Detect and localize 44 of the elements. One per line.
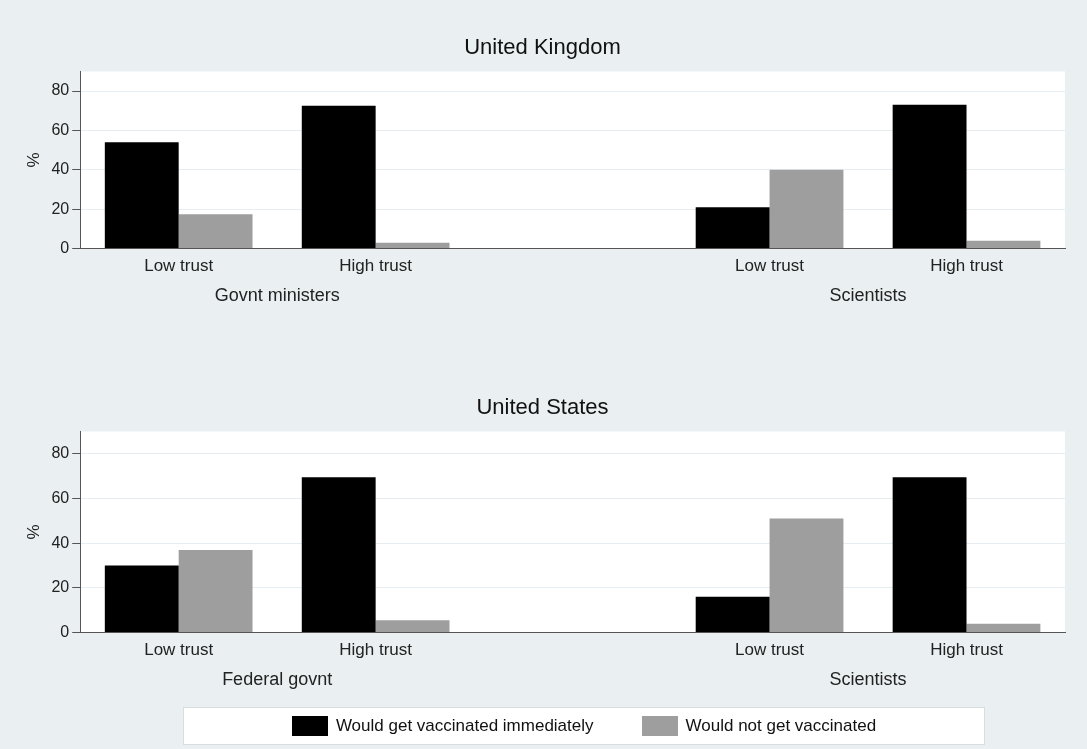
chart-title: United States xyxy=(476,394,609,420)
x-tick-label: High trust xyxy=(339,640,413,660)
bar xyxy=(104,142,179,249)
bar xyxy=(769,518,844,633)
legend-label: Would get vaccinated immediately xyxy=(335,716,594,736)
y-tick-label: 80 xyxy=(51,81,70,99)
chart-title: United Kingdom xyxy=(464,34,621,60)
x-tick-label: Low trust xyxy=(735,256,805,276)
y-tick-label: 80 xyxy=(51,444,70,462)
x-tick-label: High trust xyxy=(930,640,1004,660)
bar xyxy=(892,104,967,249)
x-tick-label: Low trust xyxy=(144,256,214,276)
bar xyxy=(178,214,253,249)
bar xyxy=(695,207,770,249)
x-tick-label: High trust xyxy=(930,256,1004,276)
bar xyxy=(892,477,967,633)
bar xyxy=(695,596,770,633)
text: Govnt ministers xyxy=(214,284,340,305)
x-tick-label: High trust xyxy=(339,256,413,276)
x-tick-label: Low trust xyxy=(735,640,805,660)
y-tick-label: 0 xyxy=(60,239,70,257)
bar xyxy=(178,549,253,633)
x-tick-label: Low trust xyxy=(144,640,214,660)
bar xyxy=(375,620,450,633)
text: Scientists xyxy=(829,668,907,689)
bar xyxy=(301,105,376,249)
bar xyxy=(375,242,450,249)
y-axis-title: % xyxy=(23,524,43,540)
y-tick-label: 20 xyxy=(51,199,70,217)
text: Federal govnt xyxy=(222,668,333,689)
y-tick-label: 20 xyxy=(51,578,70,596)
bar xyxy=(301,477,376,633)
bar xyxy=(966,623,1041,633)
bar xyxy=(769,169,844,249)
bar xyxy=(104,565,179,633)
y-tick-label: 0 xyxy=(60,623,70,641)
legend-label: Would not get vaccinated xyxy=(685,716,877,736)
y-axis-title: % xyxy=(23,152,43,168)
y-tick-label: 40 xyxy=(51,160,70,178)
y-tick-label: 40 xyxy=(51,533,70,551)
text: Scientists xyxy=(829,284,907,305)
y-tick-label: 60 xyxy=(51,488,70,506)
y-tick-label: 60 xyxy=(51,120,70,138)
bar xyxy=(966,240,1041,249)
